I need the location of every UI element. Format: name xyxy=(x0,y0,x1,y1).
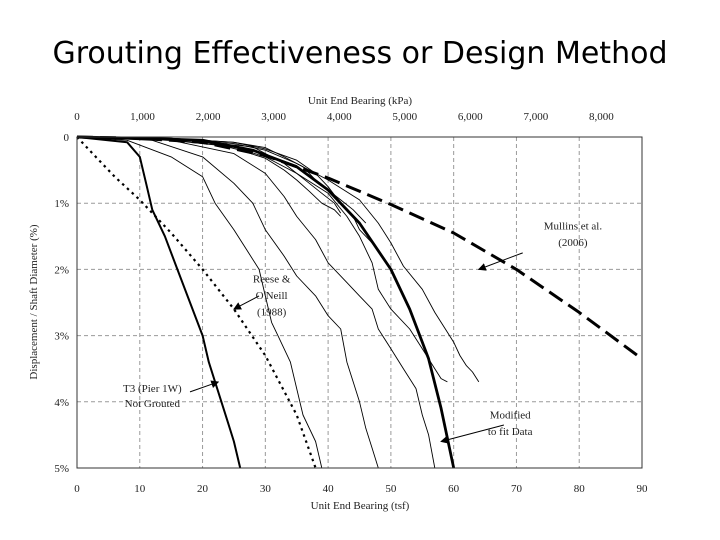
x-tick-label: 60 xyxy=(448,483,460,495)
annotation-label: (2006) xyxy=(558,237,588,249)
x2-tick-label: 4,000 xyxy=(327,111,352,123)
slide-title: Grouting Effectiveness or Design Method xyxy=(52,36,668,71)
annotations: Mullins et al. (2006) Reese & O'Neill (1988)… xyxy=(123,221,603,444)
series-test-c xyxy=(76,136,436,469)
annotation-label: Mullins et al. xyxy=(544,221,603,233)
x-tick-label: 10 xyxy=(134,483,146,495)
annotation-label: Not Grouted xyxy=(125,398,181,410)
x-tick-label: 70 xyxy=(511,483,523,495)
data-series xyxy=(76,135,643,469)
annotation-arrow xyxy=(189,380,220,393)
annotation-arrow xyxy=(233,295,260,310)
x-axis-label: Unit End Bearing (tsf) xyxy=(311,500,410,512)
y-tick-label: 1% xyxy=(54,198,69,210)
plot-frame xyxy=(76,136,643,469)
y-tick-label: 0 xyxy=(64,132,70,144)
x-tick-label: 50 xyxy=(385,483,397,495)
annotation-arrow xyxy=(477,252,523,271)
series-reese-o-neill-1988 xyxy=(76,136,317,469)
annotation-label: Modified xyxy=(490,409,531,421)
x-tick-label: 90 xyxy=(637,483,649,495)
x2-axis-label: Unit End Bearing (kPa) xyxy=(308,95,413,107)
series-test-i xyxy=(76,136,342,214)
series-test-a xyxy=(76,136,323,469)
x2-tick-label: 2,000 xyxy=(196,111,221,123)
annotation-label: to fit Data xyxy=(488,426,533,438)
x-tick-label: 20 xyxy=(197,483,209,495)
tick-labels: 0 10 20 30 40 50 60 70 80 90 0 1% 2% 3% 4% 5% 0 1,000 2,00… xyxy=(54,111,648,495)
series-test-e xyxy=(76,136,480,383)
x-tick-label: 30 xyxy=(260,483,272,495)
series-test-h xyxy=(76,136,342,217)
series-t3-pier-1w-not-grouted xyxy=(76,136,242,469)
x2-tick-label: 6,000 xyxy=(458,111,483,123)
annotation-label: T3 (Pier 1W) xyxy=(123,383,182,395)
annotation-arrow xyxy=(440,424,505,444)
x-tick-label: 80 xyxy=(574,483,586,495)
x2-tick-label: 7,000 xyxy=(523,111,548,123)
series-mullins-et-al-2006 xyxy=(76,135,643,361)
series-test-d xyxy=(76,136,448,383)
y-tick-label: 2% xyxy=(54,264,69,276)
y-tick-label: 5% xyxy=(54,463,69,475)
annotation-label: (1988) xyxy=(257,307,287,319)
x-tick-label: 0 xyxy=(74,483,80,495)
x2-tick-label: 5,000 xyxy=(392,111,417,123)
x2-tick-label: 8,000 xyxy=(589,111,614,123)
grid xyxy=(76,136,643,469)
annotation-label: O'Neill xyxy=(256,290,288,302)
y-axis-label: Displacement / Shaft Diameter (%) xyxy=(28,224,40,380)
x-tick-label: 40 xyxy=(323,483,335,495)
series-test-g xyxy=(76,136,367,224)
series-test-b xyxy=(76,136,379,469)
y-tick-label: 3% xyxy=(54,331,69,343)
x2-tick-label: 3,000 xyxy=(261,111,286,123)
annotation-label: Reese & xyxy=(253,274,291,286)
y-tick-label: 4% xyxy=(54,397,69,409)
x2-tick-label: 1,000 xyxy=(130,111,155,123)
x2-tick-label: 0 xyxy=(74,111,80,123)
